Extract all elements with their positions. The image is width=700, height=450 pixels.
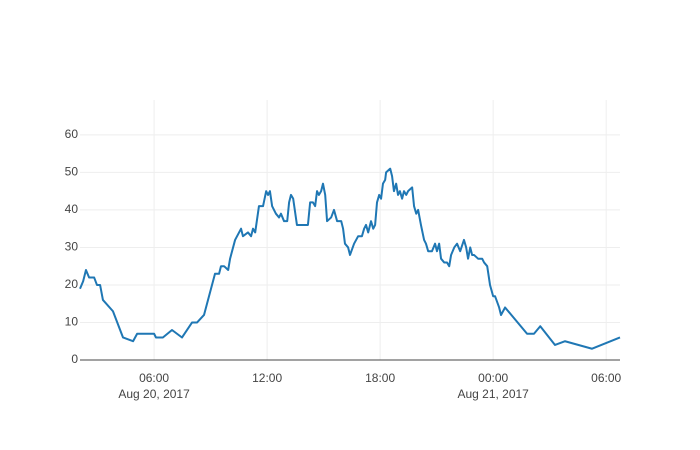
y-tick-label: 0 [71,352,78,366]
x-tick-label: 18:00 [365,371,395,385]
y-tick-label: 30 [65,240,79,254]
y-tick-label: 40 [65,202,79,216]
y-tick-label: 50 [65,165,79,179]
x-tick-sublabel: Aug 20, 2017 [118,387,190,401]
y-tick-label: 60 [65,127,79,141]
x-tick-label: 00:00 [478,371,508,385]
x-tick-label: 12:00 [252,371,282,385]
y-tick-label: 10 [65,315,79,329]
y-tick-label: 20 [65,277,79,291]
data-line [79,167,621,350]
x-tick-label: 06:00 [139,371,169,385]
x-tick-label: 06:00 [591,371,621,385]
x-tick-sublabel: Aug 21, 2017 [457,387,529,401]
